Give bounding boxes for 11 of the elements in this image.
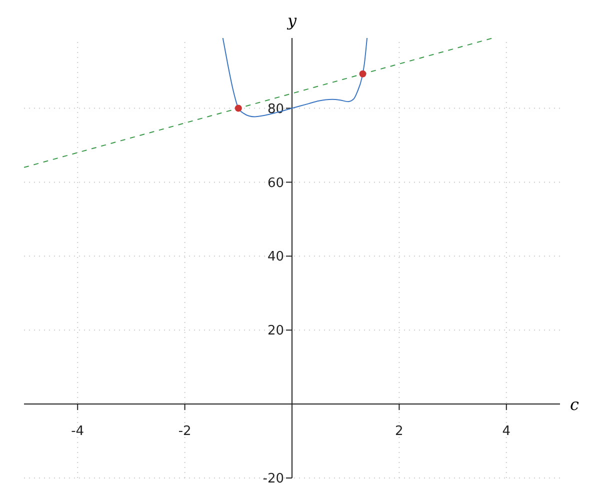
line-series	[222, 38, 368, 118]
x-axis-title: c	[570, 395, 579, 414]
x-tick-label: -4	[71, 424, 84, 440]
x-tick-label: -2	[178, 424, 192, 440]
y-tick-label: 40	[267, 250, 284, 265]
y-axis-title: y	[286, 11, 298, 30]
x-tick-label: 4	[502, 424, 511, 440]
y-tick-label: -20	[262, 472, 284, 487]
x-tick-label: 2	[395, 424, 404, 440]
y-tick-label: 60	[267, 176, 284, 191]
y-tick-label: 20	[267, 324, 284, 339]
